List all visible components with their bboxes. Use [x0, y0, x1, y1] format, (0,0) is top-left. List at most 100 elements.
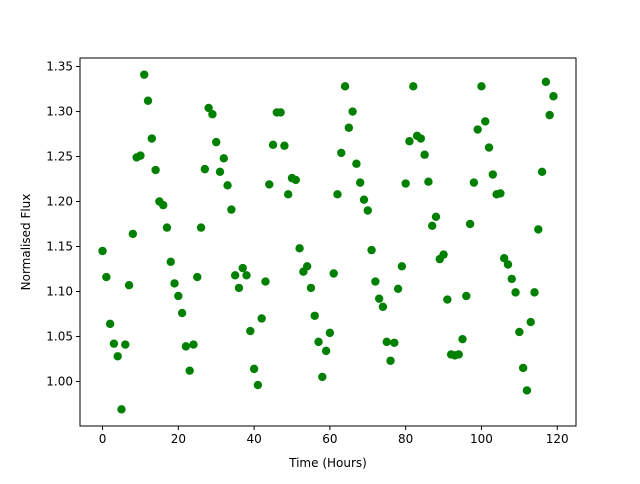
- y-tick-label: 1.15: [46, 239, 73, 253]
- point: [439, 250, 448, 259]
- point: [409, 82, 418, 91]
- point: [268, 140, 278, 150]
- y-tick-label: 1.25: [46, 150, 73, 164]
- x-tick-label: 40: [246, 432, 261, 446]
- point: [484, 143, 494, 152]
- point: [174, 291, 183, 301]
- point: [230, 271, 240, 280]
- x-tick-label: 20: [171, 432, 186, 446]
- point: [401, 179, 410, 188]
- point: [185, 366, 194, 375]
- point: [416, 134, 426, 143]
- point: [371, 277, 380, 286]
- point: [147, 134, 157, 143]
- point: [374, 294, 384, 303]
- point: [530, 288, 539, 297]
- point: [166, 257, 175, 266]
- point: [469, 178, 479, 187]
- point: [234, 283, 244, 293]
- point: [431, 212, 441, 222]
- x-axis-label: Time (Hours): [288, 456, 367, 470]
- point: [128, 229, 138, 239]
- point: [534, 225, 543, 234]
- point: [196, 223, 206, 232]
- point: [428, 221, 437, 231]
- point: [522, 386, 532, 395]
- point: [117, 405, 126, 414]
- point: [325, 328, 335, 338]
- point: [507, 274, 516, 284]
- point: [189, 340, 198, 349]
- point: [499, 253, 509, 263]
- point: [276, 108, 285, 117]
- point: [253, 380, 263, 390]
- point: [378, 302, 388, 311]
- point: [136, 151, 145, 160]
- point: [526, 317, 535, 327]
- point: [511, 288, 520, 297]
- point: [158, 200, 168, 210]
- point: [356, 178, 365, 187]
- point: [314, 337, 323, 347]
- x-tick-label: 0: [99, 432, 107, 446]
- y-tick-label: 1.30: [46, 105, 73, 119]
- y-tick-label: 1.05: [46, 329, 73, 343]
- point: [481, 117, 490, 126]
- point: [359, 195, 369, 204]
- point: [151, 165, 160, 175]
- y-axis-label: Normalised Flux: [19, 194, 33, 291]
- x-tick-label: 80: [398, 432, 413, 446]
- point: [212, 137, 221, 147]
- point: [348, 107, 357, 116]
- point: [257, 314, 266, 323]
- point: [219, 154, 228, 163]
- point: [302, 262, 312, 271]
- point: [537, 167, 547, 177]
- point: [261, 277, 270, 286]
- point: [541, 77, 551, 87]
- point: [265, 180, 274, 189]
- point: [170, 279, 179, 288]
- point: [462, 291, 471, 301]
- point: [329, 269, 338, 278]
- point: [344, 123, 354, 132]
- point: [227, 205, 236, 214]
- point: [181, 342, 191, 351]
- point: [420, 150, 429, 159]
- x-tick-label: 60: [322, 432, 337, 446]
- point: [200, 164, 210, 174]
- point: [503, 260, 513, 269]
- x-tick-label: 100: [470, 432, 493, 446]
- point: [246, 326, 255, 336]
- point: [208, 110, 217, 119]
- point: [318, 372, 327, 382]
- point: [443, 295, 452, 304]
- point: [284, 190, 293, 199]
- point: [249, 364, 259, 374]
- point: [465, 219, 475, 229]
- point: [102, 272, 111, 282]
- y-tick-label: 1.00: [46, 374, 73, 388]
- point: [310, 311, 319, 320]
- point: [140, 70, 149, 79]
- point: [98, 246, 107, 256]
- point: [458, 334, 467, 344]
- point: [549, 92, 558, 101]
- point: [340, 82, 350, 91]
- point: [352, 159, 361, 168]
- point: [390, 338, 399, 347]
- y-tick-label: 1.10: [46, 284, 73, 298]
- point: [393, 284, 403, 293]
- point: [386, 356, 395, 365]
- point: [515, 327, 524, 337]
- point: [238, 263, 247, 273]
- point: [382, 337, 391, 347]
- point: [223, 181, 232, 190]
- point: [367, 245, 376, 255]
- point: [473, 125, 482, 134]
- point: [204, 103, 213, 113]
- point: [109, 339, 119, 348]
- point: [337, 148, 346, 158]
- point: [496, 189, 505, 198]
